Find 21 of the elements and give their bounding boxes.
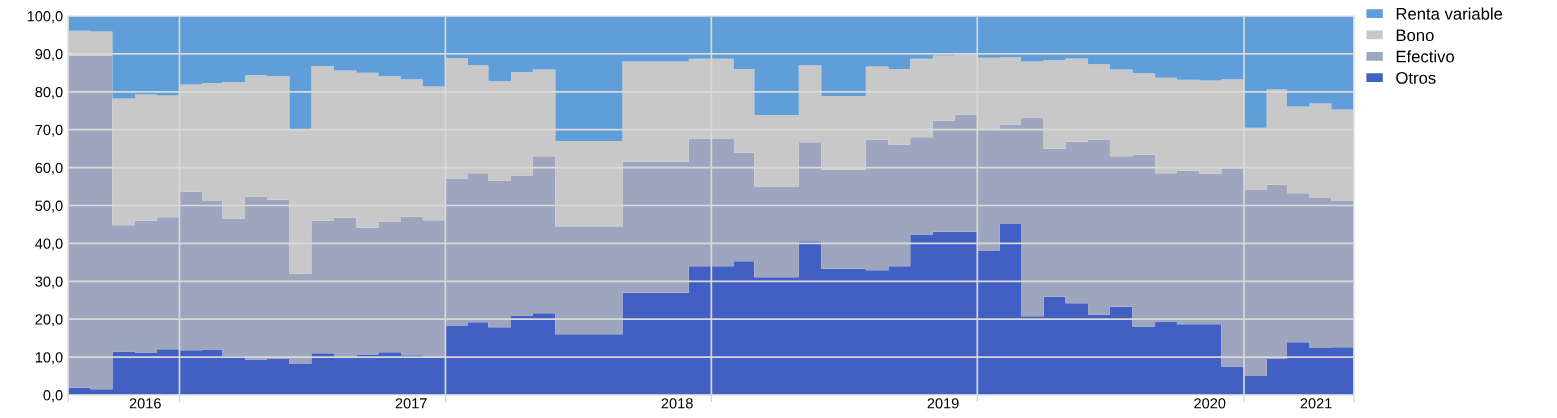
y-tick-label: 50,0: [35, 200, 63, 213]
y-tick-label: 90,0: [35, 49, 63, 62]
x-tick-label: 2020: [1194, 398, 1226, 409]
x-tick-label: 2019: [927, 398, 959, 409]
y-tick-label: 40,0: [35, 238, 63, 251]
y-tick-label: 20,0: [35, 314, 63, 327]
x-tick-label: 2017: [395, 398, 427, 409]
legend-label: Bono: [1396, 29, 1434, 42]
legend-label: Otros: [1396, 72, 1436, 84]
legend-label: Efectivo: [1396, 50, 1455, 63]
x-tick-label: 2018: [661, 398, 693, 409]
y-tick-label: 0,0: [43, 390, 63, 403]
y-tick-label: 80,0: [35, 86, 63, 99]
y-tick-label: 100,0: [27, 11, 63, 24]
y-tick-label: 70,0: [35, 124, 63, 137]
y-tick-label: 10,0: [35, 352, 63, 365]
legend-label: Renta variable: [1396, 7, 1503, 20]
x-tick-label: 2021: [1300, 398, 1332, 409]
x-tick-label: 2016: [129, 398, 161, 409]
y-tick-label: 60,0: [35, 162, 63, 175]
y-tick-label: 30,0: [35, 276, 63, 289]
